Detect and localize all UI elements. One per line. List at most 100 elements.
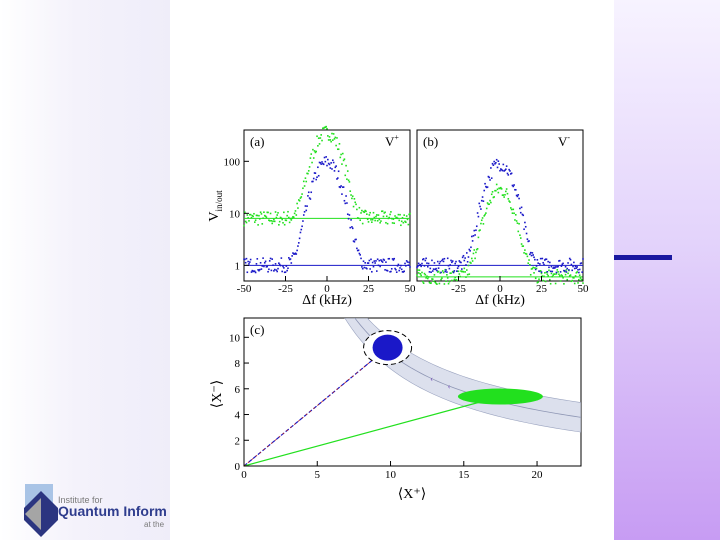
panel-b-series-1-point [528,240,530,242]
panel-b-series-1-point [578,271,580,274]
panel-b-series-1-point [501,169,504,172]
panel-b-series-1-point [480,208,482,210]
panel-b-series-0-point [442,271,445,274]
panel-a-series-0-point [398,219,401,222]
panel-a-series-1-point [327,158,329,161]
panel-b-series-1-point [505,168,507,171]
panel-a-series-0-point [248,220,250,222]
panel-b-series-0-point [426,277,429,280]
panel-a-series-1-point [261,265,264,267]
panel-b-series-0-point [515,220,518,222]
panel-a-series-0-point [323,126,326,129]
panel-b-series-1-point [492,164,495,166]
panel-b-xtick-label: 25 [536,283,548,295]
panel-a-series-0-point [250,216,253,219]
panel-b-series-0-point [462,271,465,273]
panel-a-series-0-point [405,221,407,224]
panel-b-series-0-point [418,269,421,271]
panel-b-series-1-point [539,263,541,265]
panel-b-series-0-point [430,282,432,284]
panel-a-series-1-point [258,268,261,271]
panel-a-series-0-point [361,222,364,225]
panel-a-series-1-point [275,269,278,271]
panel-a-series-1-point [308,197,311,199]
panel-b-series-1-point [470,246,472,249]
panel-b-series-0-point [553,273,556,276]
panel-b-series-1-point [512,185,515,188]
panel-b-series-1-point [514,189,517,191]
panel-a-series-0-point [331,132,333,135]
panel-a-series-0-point [303,185,306,187]
panel-a-series-1-point [379,265,381,268]
panel-b-series-0-point [535,267,538,270]
panel-a-series-1-point [396,264,399,267]
panel-a-series-1-point [246,271,249,274]
panel-a-series-0-point [317,145,319,147]
panel-a-series-1-point [278,263,281,266]
panel-a-series-0-point [318,143,321,145]
panel-b-series-0-point [529,273,532,276]
panel-a-series-0-point [336,148,339,151]
panel-a-series-0-point [406,218,409,221]
panel-b-series-1-point [532,254,534,256]
panel-a-series-0-point [263,211,265,214]
panel-b-series-1-point [565,271,568,273]
panel-a-series-0-point [319,137,322,139]
panel-a-series-1-point [399,267,401,269]
panel-b-series-1-point [575,267,578,269]
panel-a-series-1-point [348,214,351,216]
panel-b-series-1-point [558,259,561,262]
panel-b-series-1-point [446,257,449,260]
panel-a-series-1-point [273,270,275,272]
panel-b-series-1-point [516,195,519,198]
panel-a-series-1-point [262,257,264,259]
panel-b-series-0-point [488,203,491,205]
panel-a-series-1-point [296,249,298,252]
panel-a-series-0-point [317,137,320,140]
panel-b-series-0-point [435,282,437,285]
panel-a-series-1-point [302,220,304,222]
panel-a-xtick-label: -50 [237,283,252,295]
panel-b-series-1-point [476,212,479,214]
panel-b-series-1-point [417,265,419,268]
panel-b-series-0-point [527,262,530,264]
panel-b-label: (b) [423,134,438,149]
panel-a-series-1-point [334,166,337,169]
panel-a-series-0-point [313,150,316,152]
panel-a-series-0-point [361,209,363,212]
panel-a-series-1-point [344,202,347,205]
panel-b-series-0-point [484,213,486,216]
panel-b-series-1-point [467,256,470,258]
panel-b-series-0-point [549,278,551,281]
panel-b-series-0-point [549,282,552,285]
panel-c-xtick-label: 20 [532,469,544,481]
panel-b-xtick-label: 0 [497,283,503,295]
panel-b-series-1-point [508,168,510,171]
panel-b-series-0-point [539,270,542,272]
panel-b-series-1-point [521,213,524,216]
panel-a-series-1-point [322,163,325,166]
panel-a-series-0-point [390,211,392,213]
panel-a-series-1-point [338,186,341,188]
panel-a-series-1-point [311,180,313,183]
panel-b-series-1-point [581,271,583,273]
panel-a-series-1-point [291,255,293,257]
panel-a-series-1-point [312,177,315,180]
panel-b-series-1-point [431,270,434,272]
panel-b-series-0-point [448,280,451,283]
panel-b-series-1-point [435,267,437,270]
panel-b-series-0-point [493,196,495,198]
panel-a-series-0-point [259,211,262,214]
panel-b-series-1-point [573,267,576,270]
panel-b-series-1-point [462,254,465,257]
panel-b-series-1-point [426,262,428,264]
panel-a-series-0-point [332,133,335,135]
panel-a-series-0-point [384,211,386,214]
panel-a-series-0-point [373,216,376,219]
panel-b-series-0-point [466,269,468,271]
panel-a-series-0-point [375,215,377,218]
panel-a-series-0-point [280,217,283,220]
panel-b-series-1-point [470,235,473,238]
panel-a-series-0-point [387,217,390,220]
panel-a-series-0-point [281,218,283,221]
